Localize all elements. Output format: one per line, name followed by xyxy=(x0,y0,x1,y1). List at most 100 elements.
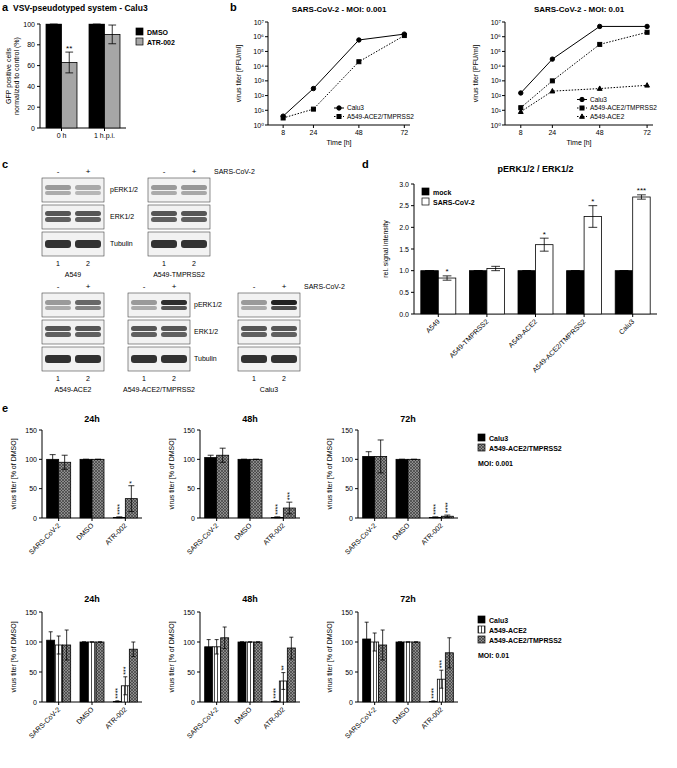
lane-number: 1 xyxy=(56,375,60,382)
y-tick xyxy=(39,672,42,673)
error-line xyxy=(289,502,290,514)
x-tick-label: 0 h xyxy=(57,132,67,139)
y-tick xyxy=(411,292,414,293)
blot-band xyxy=(75,300,101,305)
y-tick-label: 150 xyxy=(183,427,195,434)
error-bar xyxy=(83,459,89,460)
error-cap xyxy=(411,459,417,460)
bar-annotations: ****** xyxy=(445,186,646,276)
y-tick-label: 1.5 xyxy=(399,246,409,253)
error-line xyxy=(641,195,642,199)
blot: -1+2A549-ACE2 xyxy=(42,282,104,393)
x-tick xyxy=(441,518,442,521)
error-line xyxy=(216,640,217,654)
y-axis-label: virus titer [% of DMSO] xyxy=(326,438,334,509)
blot-band xyxy=(45,240,71,248)
y-tick xyxy=(39,642,42,643)
blot-frame xyxy=(148,178,210,202)
marker xyxy=(550,89,555,93)
bar xyxy=(408,459,420,518)
x-tick-label: SARS-CoV-2 xyxy=(344,522,378,556)
x-tick xyxy=(250,702,251,705)
error-cap xyxy=(256,642,260,643)
significance: **** xyxy=(430,688,437,699)
blot-row-label: Tubulin xyxy=(110,240,133,247)
error-cap xyxy=(241,459,247,460)
significance: *** xyxy=(122,666,129,674)
error-cap xyxy=(439,670,443,671)
error-cap xyxy=(378,472,384,473)
error-cap xyxy=(571,270,580,271)
bar xyxy=(238,642,246,702)
chart-title: 48h xyxy=(242,414,258,424)
y-tick xyxy=(355,518,358,519)
legend-swatch xyxy=(422,188,429,195)
legend-label: A549-ACE2 xyxy=(489,627,527,634)
x-tick-label: DMSO xyxy=(391,521,411,541)
error-cap xyxy=(208,459,214,460)
bar xyxy=(213,647,221,702)
marker xyxy=(645,24,649,28)
y-tick xyxy=(197,612,200,613)
x-tick-label: 72 xyxy=(643,129,651,136)
error-cap xyxy=(637,199,646,200)
bar xyxy=(271,701,279,703)
y-tick xyxy=(502,125,505,126)
x-tick xyxy=(125,702,126,705)
x-tick-label: A549-TMPRSS2 xyxy=(448,318,490,360)
error-cap xyxy=(281,672,285,673)
legend-marker xyxy=(337,115,341,119)
blot-band xyxy=(271,355,297,363)
error-cap xyxy=(62,469,68,470)
blot-band xyxy=(45,217,71,222)
bar-chart: 050100150*******SARS-CoV-2DMSOATR-00248h… xyxy=(168,414,300,556)
y-tick xyxy=(355,672,358,673)
y-tick xyxy=(265,80,268,81)
error-cap xyxy=(90,642,94,643)
error-cap xyxy=(620,270,629,271)
y-tick xyxy=(39,612,42,613)
panel-label: b xyxy=(230,1,237,13)
error-cap xyxy=(131,642,135,643)
marker xyxy=(645,30,649,34)
significance: * xyxy=(128,481,135,484)
error-cap xyxy=(65,72,73,73)
chart-title: 72h xyxy=(400,594,416,604)
legend-label: A549-ACE2/TMPRSS2 xyxy=(489,445,562,452)
error-cap xyxy=(365,622,369,623)
blot-band xyxy=(271,332,297,337)
error-line xyxy=(69,52,70,73)
x-tick-label: DMSO xyxy=(233,521,253,541)
y-tick-label: 10⁰ xyxy=(253,122,264,129)
bars xyxy=(205,448,296,518)
blot-band xyxy=(161,332,187,337)
bar xyxy=(238,459,250,518)
blot-band xyxy=(161,300,187,305)
x-tick xyxy=(647,125,648,128)
bar xyxy=(217,455,229,518)
x-tick-label: SARS-CoV-2 xyxy=(344,706,378,740)
bar-chart: 0.00.51.01.52.02.53.0******A549A549-TMPR… xyxy=(382,164,657,374)
blot-frame xyxy=(128,320,190,344)
bars xyxy=(47,455,138,518)
x-tick xyxy=(313,125,314,128)
error-cap xyxy=(220,448,226,449)
error-cap xyxy=(241,459,247,460)
lane-number: 1 xyxy=(142,375,146,382)
significance: **** xyxy=(116,504,123,515)
marker xyxy=(402,34,406,38)
bar xyxy=(46,24,61,128)
legend-swatch xyxy=(136,38,143,45)
error-cap xyxy=(289,658,293,659)
y-tick xyxy=(37,86,40,87)
y-axis-label: normalized to control (%) xyxy=(13,37,21,115)
blot-band xyxy=(271,306,297,310)
legend: DMSOATR-002 xyxy=(136,28,175,46)
error-line xyxy=(380,440,381,473)
y-axis xyxy=(268,22,269,125)
blot-band xyxy=(45,332,71,337)
error-line xyxy=(208,640,209,654)
y-tick xyxy=(265,36,268,37)
x-tick xyxy=(92,518,93,521)
blot: -1+2A549-TMPRSS2SARS-CoV-2 xyxy=(148,167,255,278)
